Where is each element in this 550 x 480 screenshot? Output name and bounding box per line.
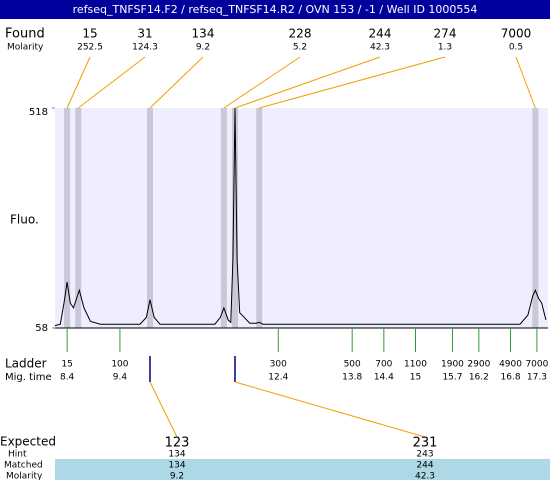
found-connector xyxy=(259,56,446,109)
found-molarity: 5.2 xyxy=(293,43,307,53)
found-size: 228 xyxy=(289,27,312,41)
found-molarity: 9.2 xyxy=(196,43,210,53)
mig-time-label: Mig. time xyxy=(5,372,52,383)
found-label: Found xyxy=(5,27,45,42)
found-connector xyxy=(149,56,204,109)
ladder-size: 500 xyxy=(344,360,361,370)
molarity-value: 42.3 xyxy=(415,472,435,480)
ladder-time: 16.8 xyxy=(501,373,521,383)
molarity-value: 9.2 xyxy=(170,472,184,480)
ladder-time: 8.4 xyxy=(60,373,75,383)
found-size: 274 xyxy=(434,27,457,41)
ladder-size: 700 xyxy=(375,360,392,370)
found-connector xyxy=(66,56,91,109)
ladder-size: 300 xyxy=(270,360,287,370)
trace xyxy=(54,107,547,327)
ladder-size: 100 xyxy=(111,360,128,370)
hint-value: 243 xyxy=(416,450,433,460)
ladder-size: 1900 xyxy=(441,360,464,370)
found-connector xyxy=(515,56,536,109)
ladder-time: 14.4 xyxy=(374,373,394,383)
ladder-time: 12.4 xyxy=(268,373,288,383)
peak-band xyxy=(532,108,539,328)
found-molarity: 252.5 xyxy=(77,43,103,53)
found-connector xyxy=(77,56,146,109)
matched-value: 134 xyxy=(168,461,185,471)
expected-connector xyxy=(149,381,178,438)
matched-label: Matched xyxy=(4,461,43,471)
found-connector xyxy=(223,56,301,109)
matched-value: 244 xyxy=(416,461,433,471)
expected-label: Expected xyxy=(0,435,56,449)
ladder-time: 16.2 xyxy=(469,373,489,383)
ladder-time: 13.8 xyxy=(342,373,362,383)
hint-label: Hint xyxy=(8,450,27,460)
found-molarity-label: Molarity xyxy=(7,43,44,53)
peak-band xyxy=(220,108,227,328)
found-size: 15 xyxy=(82,27,97,41)
expected-molarity-label: Molarity xyxy=(6,472,43,480)
peak-band xyxy=(231,108,238,328)
found-size: 134 xyxy=(192,27,215,41)
title-bar xyxy=(0,0,550,19)
ladder-size: 4900 xyxy=(499,360,522,370)
ladder-size: 2900 xyxy=(467,360,490,370)
peak-band xyxy=(75,108,82,328)
ladder-size: 7000 xyxy=(525,360,548,370)
hint-value: 134 xyxy=(168,450,185,460)
peak-band xyxy=(256,108,263,328)
matched-band xyxy=(55,459,550,480)
plot-area xyxy=(55,108,548,328)
ladder-label: Ladder xyxy=(5,357,47,371)
ladder-size: 1100 xyxy=(404,360,427,370)
expected-connector xyxy=(234,381,426,438)
found-connector xyxy=(234,56,381,109)
title: refseq_TNFSF14.F2 / refseq_TNFSF14.R2 / … xyxy=(73,3,478,16)
peak-band xyxy=(147,108,154,328)
peak-band xyxy=(64,108,71,328)
y-tick-label: 518 xyxy=(29,107,48,118)
found-size: 31 xyxy=(137,27,152,41)
found-molarity: 1.3 xyxy=(438,43,452,53)
found-size: 244 xyxy=(369,27,392,41)
expected-size: 231 xyxy=(413,436,438,451)
ladder-time: 17.3 xyxy=(527,373,547,383)
found-size: 7000 xyxy=(501,27,532,41)
y-label: Fluo. xyxy=(10,213,39,227)
found-molarity: 42.3 xyxy=(370,43,390,53)
found-molarity: 124.3 xyxy=(132,43,158,53)
expected-size: 123 xyxy=(165,436,190,451)
y-tick-label: 58 xyxy=(35,323,48,334)
ladder-time: 9.4 xyxy=(113,373,128,383)
ladder-size: 15 xyxy=(61,360,72,370)
ladder-time: 15 xyxy=(410,373,421,383)
ladder-time: 15.7 xyxy=(442,373,462,383)
found-molarity: 0.5 xyxy=(509,43,523,53)
